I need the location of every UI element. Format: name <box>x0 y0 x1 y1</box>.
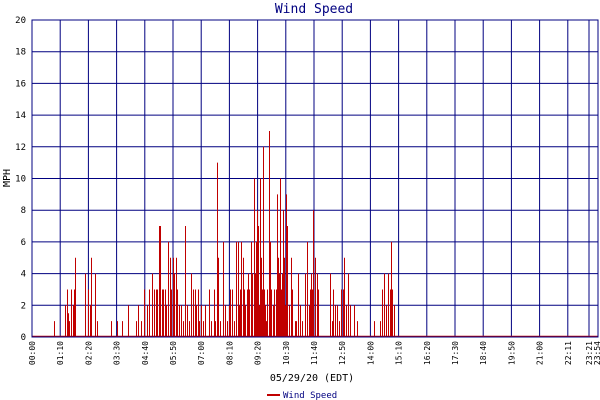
y-tick-label: 18 <box>15 48 26 58</box>
x-tick-label: 22:11 <box>564 341 573 365</box>
x-tick-label: 15:10 <box>395 341 404 365</box>
y-tick-label: 14 <box>15 111 26 121</box>
x-tick-label: 12:50 <box>338 341 347 365</box>
x-tick-labels: 00:00 01:10 02:20 03:30 04:40 05:50 07:00 08:10… <box>28 341 600 365</box>
y-tick-label: 6 <box>21 238 26 248</box>
x-tick-label: 18:40 <box>479 341 488 365</box>
x-tick-label: 04:40 <box>141 341 150 365</box>
y-tick-label: 8 <box>21 206 26 216</box>
x-tick-label: 19:50 <box>507 341 516 365</box>
x-tick-label: 16:20 <box>423 341 432 365</box>
x-tick-label: 05:50 <box>169 341 178 365</box>
x-tick-label: 03:30 <box>113 341 122 365</box>
chart-title: Wind Speed <box>275 2 353 17</box>
x-axis-label: 05/29/20 (EDT) <box>270 373 354 384</box>
y-tick-label: 2 <box>21 301 26 311</box>
x-tick-label: 11:40 <box>310 341 319 365</box>
y-tick-label: 20 <box>15 16 26 26</box>
y-tick-labels: 0 2 4 6 8 10 12 14 16 18 20 <box>15 16 26 343</box>
y-tick-label: 16 <box>15 79 26 89</box>
series-bars <box>32 130 598 338</box>
x-tick-label: 07:00 <box>197 341 206 365</box>
x-tick-label: 10:30 <box>282 341 291 365</box>
y-tick-label: 0 <box>21 333 26 343</box>
x-tick-label: 21:00 <box>536 341 545 365</box>
x-tick-label: 14:00 <box>366 341 375 365</box>
x-tick-label: 17:30 <box>451 341 460 365</box>
legend: Wind Speed <box>267 391 337 400</box>
y-tick-label: 12 <box>15 143 26 153</box>
y-tick-label: 10 <box>15 175 26 185</box>
x-tick-label: 23:21 <box>585 341 594 365</box>
legend-label: Wind Speed <box>283 391 337 400</box>
x-tick-label: 08:10 <box>225 341 234 365</box>
y-axis-label: MPH <box>2 169 13 187</box>
x-tick-label: 00:00 <box>28 341 37 365</box>
x-tick-label: 23:54 <box>593 341 600 365</box>
x-tick-label: 09:20 <box>254 341 263 365</box>
y-tick-label: 4 <box>21 270 26 280</box>
x-tick-label: 01:10 <box>56 341 65 365</box>
plot-frame <box>31 19 599 338</box>
x-tick-label: 02:20 <box>84 341 93 365</box>
